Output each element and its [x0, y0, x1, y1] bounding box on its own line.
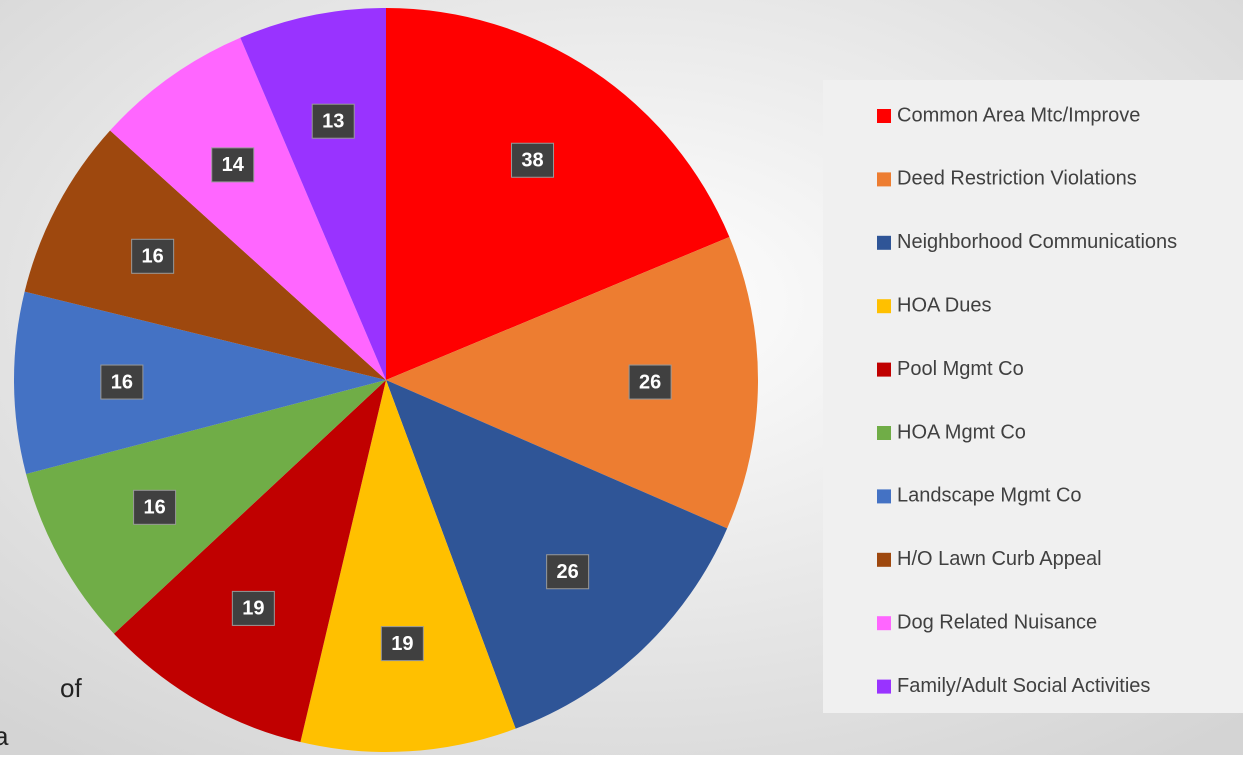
data-label: 13 [322, 110, 344, 132]
legend-label: Common Area Mtc/Improve [897, 104, 1140, 126]
legend-label: HOA Dues [897, 294, 991, 316]
data-label: 16 [111, 371, 133, 393]
data-label-box [100, 364, 144, 400]
legend-swatch [877, 552, 891, 567]
data-label-box [131, 238, 175, 274]
pie-slice [300, 380, 516, 752]
background-text: a [0, 721, 9, 751]
data-label-box [380, 626, 424, 662]
data-label-box [628, 364, 672, 400]
legend-label: Dog Related Nuisance [897, 611, 1097, 633]
data-label-box [311, 103, 355, 139]
pie-slice [13, 291, 386, 474]
legend-label: Deed Restriction Violations [897, 168, 1137, 190]
data-label-box [511, 142, 555, 178]
legend-swatch [877, 235, 891, 250]
data-label: 14 [222, 154, 245, 176]
legend-swatch [877, 679, 891, 694]
pie-slice [24, 130, 387, 380]
data-label: 26 [557, 561, 579, 583]
legend-label: HOA Mgmt Co [897, 421, 1026, 443]
legend-label: Neighborhood Communications [897, 231, 1177, 253]
legend-swatch [877, 616, 891, 631]
pie-slice [240, 8, 386, 380]
legend-label: Family/Adult Social Activities [897, 675, 1150, 697]
legend-box [823, 80, 1243, 713]
pie-slice [110, 37, 387, 381]
data-label-box [231, 590, 275, 626]
pie-slice [386, 236, 758, 529]
legend-swatch [877, 172, 891, 187]
data-labels: 38 26 26 19 19 16 16 16 14 13 [100, 103, 672, 662]
legend-label: Pool Mgmt Co [897, 358, 1024, 380]
data-label: 26 [639, 371, 661, 393]
legend-label: Landscape Mgmt Co [897, 485, 1082, 507]
pie [13, 8, 758, 752]
pie-slice [386, 8, 730, 380]
legend-swatch [877, 489, 891, 504]
pie-slice [26, 380, 386, 634]
data-label: 38 [521, 150, 543, 172]
data-label: 16 [143, 497, 165, 519]
legend-swatch [877, 426, 891, 440]
legend-label: H/O Lawn Curb Appeal [897, 548, 1102, 570]
legend: Common Area Mtc/Improve Deed Restriction … [877, 104, 1177, 697]
data-label: 19 [391, 633, 413, 655]
legend-swatch [877, 109, 891, 123]
legend-swatch [877, 299, 891, 314]
legend-swatch [877, 362, 891, 377]
data-label: 19 [242, 598, 264, 620]
pie-slice [113, 380, 386, 743]
data-label-box [211, 147, 255, 183]
data-label-box [133, 489, 177, 525]
data-label: 16 [142, 246, 164, 268]
data-label-box [546, 554, 590, 590]
background-text: of [60, 673, 82, 703]
